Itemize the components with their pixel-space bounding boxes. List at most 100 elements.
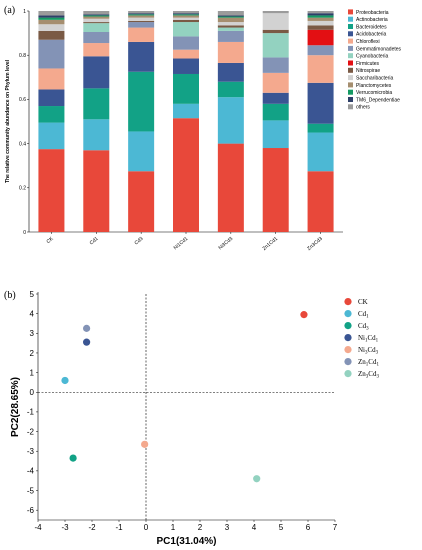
x-tick-label: Ni1Cd1: [173, 236, 190, 251]
bar-segment: [307, 82, 334, 124]
legend-entry: Acidobacteria: [356, 32, 387, 38]
bar-segment: [217, 41, 244, 63]
legend-swatch: [348, 82, 353, 88]
bar-segment: [83, 18, 110, 23]
bar-segment: [38, 89, 65, 107]
y-tick-label: 3: [30, 329, 35, 338]
bar-segment: [38, 30, 65, 40]
scatter-point: [83, 338, 91, 346]
bar-segment: [83, 11, 110, 15]
legend-swatch: [348, 97, 353, 102]
bar-segment: [262, 33, 289, 58]
y-axis-title: The relative community abundance on Phyl…: [5, 59, 11, 183]
scatter-point: [83, 324, 91, 332]
bar-segment: [38, 19, 65, 25]
legend-swatch: [348, 104, 353, 110]
x-tick-label: Zn1Cd1: [262, 236, 280, 252]
legend-swatch: [348, 45, 353, 51]
bar-segment: [307, 11, 334, 14]
y-tick-label: -1: [27, 408, 35, 417]
legend-entry: Zn1Cd1: [358, 358, 379, 368]
bar-segment: [307, 29, 334, 46]
bar-segment: [128, 131, 155, 172]
legend-entry: TM6_Dependentiae: [356, 97, 400, 103]
bar-segment: [307, 13, 334, 16]
y-tick-label: 5: [30, 290, 35, 299]
bar-segment: [128, 41, 155, 72]
x-tick-label: 6: [306, 523, 311, 532]
y-tick-label: -2: [27, 427, 35, 436]
y-tick-label: 0.2: [19, 186, 26, 192]
legend-entry: Firmicutes: [356, 61, 380, 67]
bar-segment: [262, 103, 289, 121]
x-tick-label: 5: [279, 523, 284, 532]
legend-entry: others: [356, 105, 370, 111]
legend-entry: Bacteroidetes: [356, 24, 387, 30]
bar-segment: [83, 15, 110, 17]
bar-segment: [83, 22, 110, 24]
scatter-point: [69, 454, 77, 462]
bar-segment: [83, 31, 110, 44]
bar-segment: [38, 24, 65, 31]
bar-segment: [83, 23, 110, 32]
bar-segment: [83, 16, 110, 19]
legend-marker: [344, 370, 352, 378]
legend-marker: [344, 310, 352, 318]
bar-segment: [217, 62, 244, 82]
legend-entry: Planctomycetes: [356, 83, 392, 89]
bar-segment: [262, 120, 289, 149]
bar-segment: [38, 17, 65, 20]
bar-segment: [128, 27, 155, 42]
legend-swatch: [348, 9, 353, 15]
bar-segment: [217, 25, 244, 28]
bar-segment: [173, 22, 199, 37]
panel-a-bar-chart: (a) 0 0.2 0.4 0.6 0.8 1 The relative community …: [4, 5, 402, 252]
bar-segment: [217, 97, 244, 144]
legend-swatch: [348, 75, 353, 81]
x-tick-label: 0: [144, 523, 149, 532]
bar-segment: [83, 119, 110, 151]
bar-segment: [217, 27, 244, 31]
legend-marker: [344, 298, 352, 306]
bar-segment: [128, 171, 155, 232]
legend-entry: CK: [358, 298, 368, 306]
bar-segment: [217, 143, 244, 232]
x-tick-label: 4: [252, 523, 257, 532]
y-tick-label: 1: [23, 9, 26, 15]
bar-segment: [83, 88, 110, 120]
legend-entry: Ni1Cd1: [358, 334, 379, 344]
y-tick-label: 0: [30, 388, 35, 397]
bar-segment: [38, 106, 65, 123]
x-tick-label: -2: [88, 523, 96, 532]
bar-segment: [173, 49, 199, 59]
legend-swatch: [348, 53, 353, 59]
bar-segment: [307, 17, 334, 21]
legend-marker: [344, 334, 352, 342]
bar-segment: [83, 150, 110, 232]
legend-entry: Zn3Cd3: [358, 370, 379, 380]
bar-segment: [262, 29, 289, 34]
bar-segment: [217, 16, 244, 18]
y-tick-label: -4: [27, 467, 35, 476]
bar-segment: [38, 11, 65, 16]
legend-entry: Cyanobacteria: [356, 54, 388, 60]
x-tick-label: CK: [46, 236, 56, 245]
bar-segment: [173, 11, 199, 14]
legend-swatch: [348, 16, 353, 22]
bar-segment: [262, 11, 289, 14]
x-tick-label: -3: [61, 523, 69, 532]
bar-segment: [83, 14, 110, 16]
bar-segment: [262, 57, 289, 73]
bar-segment: [307, 25, 334, 30]
legend-entry: Ni3Cd3: [358, 346, 379, 356]
panel-a-label: (a): [4, 5, 15, 16]
bar-segment: [83, 56, 110, 89]
y-tick-label: -5: [27, 486, 35, 495]
y-tick-label: 4: [30, 309, 35, 318]
legend-marker: [344, 322, 352, 330]
legend-entry: Chloroflexi: [356, 39, 380, 45]
bar-segment: [173, 14, 199, 16]
y-tick-label: -3: [27, 447, 35, 456]
bar-segment: [128, 14, 155, 16]
legend-entry: Cd3: [358, 322, 369, 332]
